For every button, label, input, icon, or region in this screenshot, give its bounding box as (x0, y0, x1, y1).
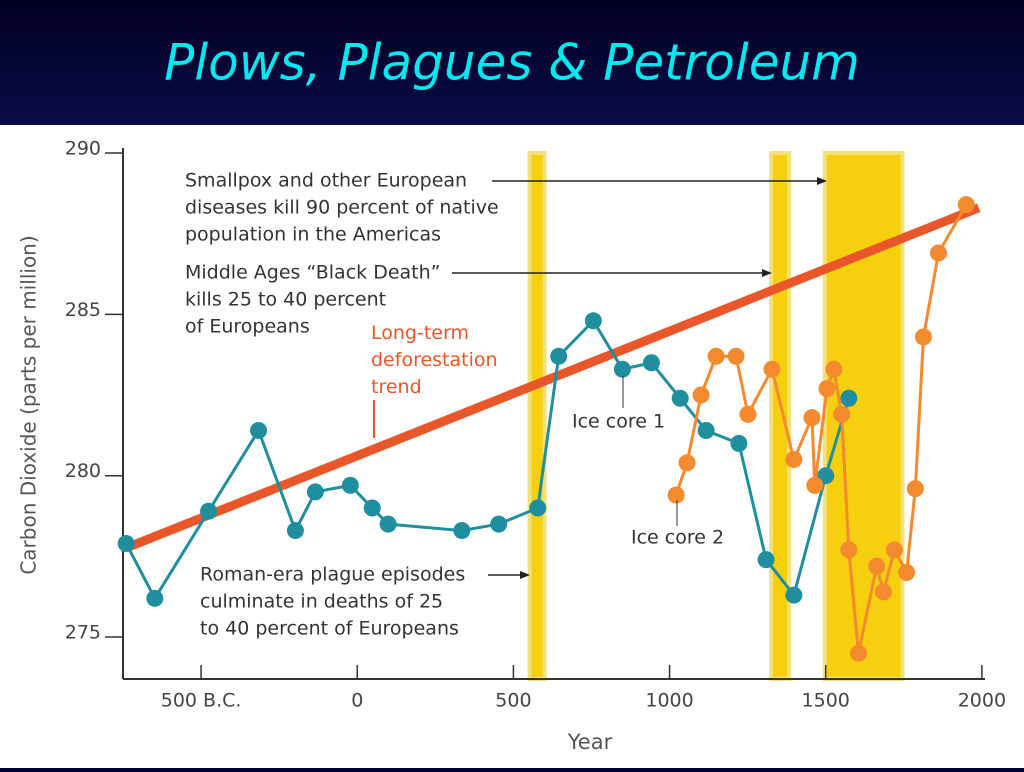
data-point (906, 480, 924, 498)
arrow-head (520, 571, 530, 579)
annotation-text: culminate in deaths of 25 (200, 591, 443, 613)
data-point (868, 557, 886, 575)
data-point (200, 502, 218, 520)
data-point (818, 380, 836, 398)
series-label: Ice core 2 (631, 527, 724, 549)
data-point (363, 499, 381, 517)
data-point (840, 389, 858, 407)
x-tick-label: 500 (495, 690, 531, 712)
title-bar (0, 0, 1024, 125)
data-point (379, 515, 397, 533)
x-tick-label: 2000 (958, 690, 1006, 712)
data-point (341, 476, 359, 494)
y-tick-label: 275 (65, 622, 101, 644)
data-point (885, 541, 903, 559)
data-point (453, 522, 471, 540)
data-point (286, 522, 304, 540)
data-point (785, 451, 803, 469)
annotation-text: Middle Ages “Black Death” (185, 262, 441, 284)
data-point (840, 541, 858, 559)
data-point (850, 644, 868, 662)
slide-title: Plows, Plagues & Petroleum (164, 34, 860, 92)
data-point (117, 534, 135, 552)
data-point (642, 354, 660, 372)
data-point (803, 409, 821, 427)
event-band (769, 151, 792, 681)
data-point (146, 589, 164, 607)
x-tick-label: 1500 (802, 690, 850, 712)
data-point (833, 405, 851, 423)
data-point (613, 360, 631, 378)
data-point (678, 454, 696, 472)
arrow-head (817, 177, 827, 185)
data-point (692, 386, 710, 404)
data-point (584, 312, 602, 330)
annotation-text: kills 25 to 40 percent (185, 289, 386, 311)
data-point (490, 515, 508, 533)
event-band (527, 151, 547, 681)
data-point (757, 551, 775, 569)
data-point (671, 389, 689, 407)
annotation-text: diseases kill 90 percent of native (185, 197, 499, 219)
data-point (763, 360, 781, 378)
series-label: Ice core 1 (572, 411, 665, 433)
annotation-text: Roman-era plague episodes (200, 564, 465, 586)
data-point (914, 328, 932, 346)
x-tick-label: 1000 (645, 690, 693, 712)
arrow-head (762, 269, 772, 277)
data-point (707, 347, 725, 365)
data-point (727, 347, 745, 365)
data-point (806, 476, 824, 494)
data-point (957, 196, 975, 214)
x-axis-label: Year (567, 730, 613, 754)
y-tick-label: 290 (65, 138, 101, 160)
data-point (697, 422, 715, 440)
annotation-text: Smallpox and other European (185, 170, 467, 192)
y-tick-label: 285 (65, 299, 101, 321)
trend-line (127, 203, 981, 551)
data-point (730, 434, 748, 452)
data-point (550, 347, 568, 365)
data-point (739, 405, 757, 423)
data-point (306, 483, 324, 501)
data-point (785, 586, 803, 604)
y-axis-label: Carbon Dioxide (parts per million) (17, 235, 41, 574)
data-point (817, 467, 835, 485)
trend-label: Long-term deforestation trend (371, 322, 498, 398)
data-point (825, 360, 843, 378)
data-point (529, 499, 547, 517)
x-tick-label: 500 B.C. (161, 690, 242, 712)
annotation-text: to 40 percent of Europeans (200, 618, 459, 640)
data-point (929, 244, 947, 262)
y-tick-label: 280 (65, 460, 101, 482)
annotation-text: population in the Americas (185, 224, 441, 246)
data-point (667, 486, 685, 504)
annotation-text: of Europeans (185, 316, 310, 338)
data-point (874, 583, 892, 601)
data-point (250, 422, 268, 440)
data-point (898, 564, 916, 582)
x-tick-label: 0 (351, 690, 363, 712)
